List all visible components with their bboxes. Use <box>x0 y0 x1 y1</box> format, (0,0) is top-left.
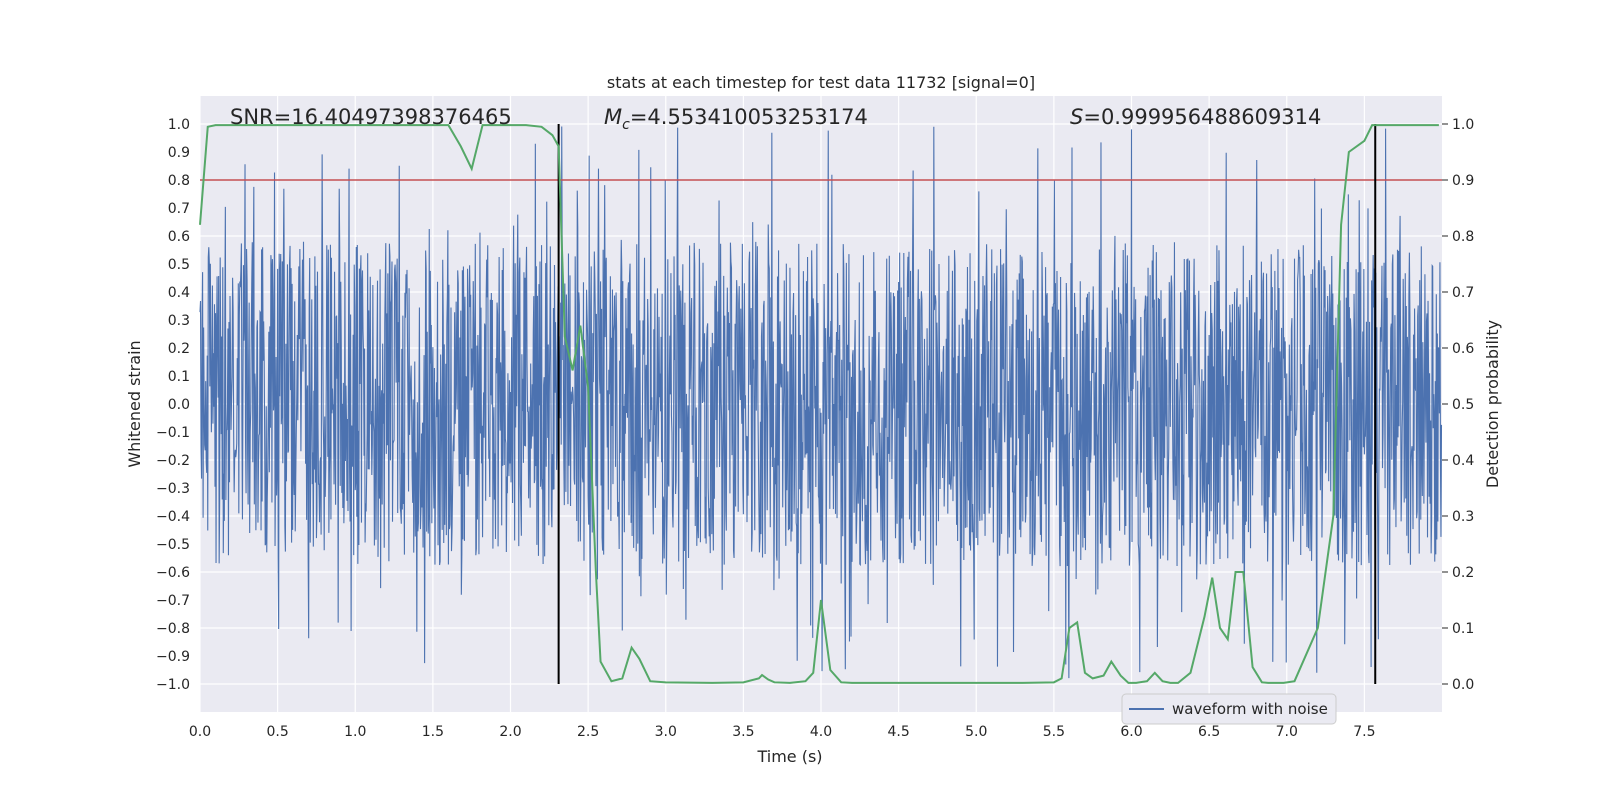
detection-probability-series <box>199 124 1439 684</box>
x-tick-label: 7.0 <box>1276 724 1298 740</box>
x-tick-label: 1.5 <box>422 724 444 740</box>
y-tick-label-left: 0.4 <box>168 285 190 301</box>
x-tick-label: 0.5 <box>266 724 288 740</box>
overlays <box>200 124 1442 684</box>
y-tick-label-right: 0.8 <box>1452 229 1474 245</box>
x-tick-label: 1.0 <box>344 724 366 740</box>
ticks: 0.0 0.5 1.0 1.5 2.0 2.5 3.0 3.5 4.0 4.5 5.0 5.5 6.0 6… <box>156 117 1474 740</box>
y-tick-label-left: 0.6 <box>168 229 190 245</box>
y-tick-label-left: 0.9 <box>168 145 190 161</box>
x-tick-label: 5.0 <box>965 724 987 740</box>
x-tick-label: 4.0 <box>810 724 832 740</box>
x-tick-label: 6.5 <box>1198 724 1220 740</box>
x-tick-label: 4.5 <box>887 724 909 740</box>
chirp-mass-annotation: Mc=4.553410053253174 <box>604 105 868 133</box>
y-tick-label-left: 0.0 <box>168 397 190 413</box>
y-tick-label-left: −0.6 <box>156 565 190 581</box>
s-symbol: S <box>1070 105 1083 129</box>
snr-annotation: SNR=16.40497398376465 <box>230 105 512 129</box>
y-tick-label-left: 0.2 <box>168 341 190 357</box>
waveform-line <box>199 126 1443 679</box>
chart-title: stats at each timestep for test data 117… <box>607 73 1035 92</box>
y-tick-label-right: 0.7 <box>1452 285 1474 301</box>
y-tick-label-left: −0.5 <box>156 537 190 553</box>
x-axis-label: Time (s) <box>756 747 822 766</box>
x-tick-label: 5.5 <box>1043 724 1065 740</box>
y-tick-label-left: 0.8 <box>168 173 190 189</box>
y-tick-label-left: 1.0 <box>168 117 190 133</box>
chirp-mass-value: =4.553410053253174 <box>630 105 868 129</box>
x-tick-label: 7.5 <box>1353 724 1375 740</box>
y-tick-label-left: 0.3 <box>168 313 190 329</box>
legend-box <box>1121 693 1337 725</box>
x-tick-label: 3.5 <box>732 724 754 740</box>
x-tick-label: 2.5 <box>577 724 599 740</box>
y-tick-label-left: −0.9 <box>156 649 190 665</box>
x-tick-label: 0.0 <box>189 724 211 740</box>
y-tick-label-right: 0.0 <box>1452 677 1474 693</box>
probability-line <box>199 124 1439 684</box>
x-tick-label: 6.0 <box>1120 724 1142 740</box>
s-value: =0.999956488609314 <box>1083 105 1321 129</box>
y-tick-label-left: −0.4 <box>156 509 190 525</box>
y-tick-label-left: −0.2 <box>156 453 190 469</box>
y-tick-label-left: −1.0 <box>156 677 190 693</box>
waveform-with-noise <box>199 126 1443 679</box>
x-tick-label: 2.0 <box>499 724 521 740</box>
y-tick-label-right: 0.6 <box>1452 341 1474 357</box>
y-tick-label-left: −0.3 <box>156 481 190 497</box>
y-tick-label-right: 0.5 <box>1452 397 1474 413</box>
y-tick-label-left: 0.1 <box>168 369 190 385</box>
y-tick-label-left: 0.7 <box>168 201 190 217</box>
y-tick-label-right: 0.1 <box>1452 621 1474 637</box>
y-axis-label-right: Detection probability <box>1483 320 1502 488</box>
y-tick-label-left: −0.8 <box>156 621 190 637</box>
y-tick-label-left: −0.7 <box>156 593 190 609</box>
y-tick-label-right: 0.9 <box>1452 173 1474 189</box>
y-tick-label-left: −0.1 <box>156 425 190 441</box>
y-tick-label-right: 0.2 <box>1452 565 1474 581</box>
y-tick-label-right: 1.0 <box>1452 117 1474 133</box>
chirp-mass-subscript: c <box>622 117 630 133</box>
y-tick-label-right: 0.3 <box>1452 509 1474 525</box>
y-axis-label-left: Whitened strain <box>125 340 144 467</box>
legend: waveform with noise <box>1121 693 1337 725</box>
legend-label: waveform with noise <box>1172 700 1328 718</box>
y-tick-label-left: 0.5 <box>168 257 190 273</box>
x-tick-label: 3.0 <box>655 724 677 740</box>
y-tick-label-right: 0.4 <box>1452 453 1474 469</box>
chirp-mass-symbol: M <box>604 105 622 129</box>
s-annotation: S=0.999956488609314 <box>1070 105 1321 129</box>
